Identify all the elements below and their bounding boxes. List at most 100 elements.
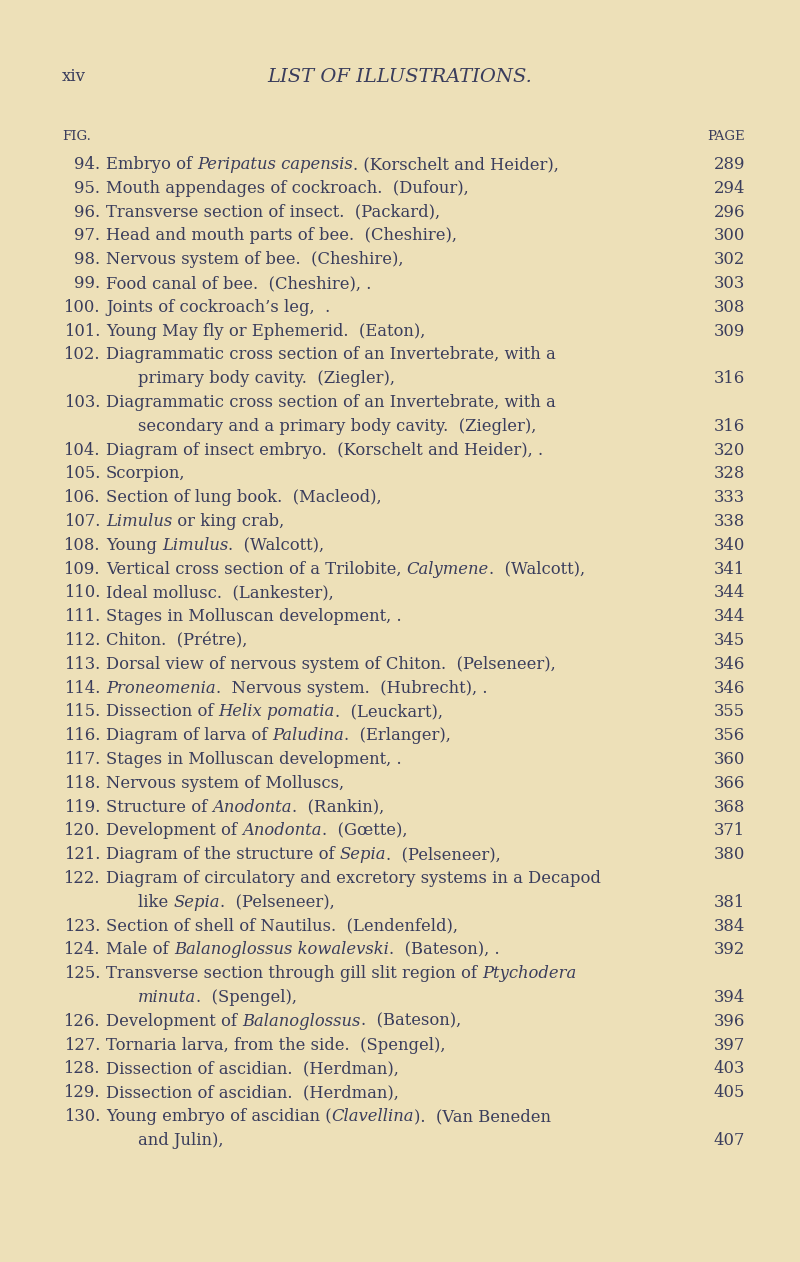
Text: 380: 380 bbox=[714, 847, 745, 863]
Text: Young May fly or Ephemerid.  (Eaton),: Young May fly or Ephemerid. (Eaton), bbox=[106, 323, 426, 339]
Text: 397: 397 bbox=[714, 1036, 745, 1054]
Text: 368: 368 bbox=[714, 799, 745, 815]
Text: LIST OF ILLUSTRATIONS.: LIST OF ILLUSTRATIONS. bbox=[267, 68, 533, 86]
Text: Stages in Molluscan development, .: Stages in Molluscan development, . bbox=[106, 608, 402, 625]
Text: .  (Walcott),: . (Walcott), bbox=[228, 536, 325, 554]
Text: 316: 316 bbox=[714, 418, 745, 435]
Text: 115.: 115. bbox=[64, 703, 100, 721]
Text: 320: 320 bbox=[714, 442, 745, 458]
Text: 107.: 107. bbox=[64, 512, 100, 530]
Text: 116.: 116. bbox=[64, 727, 100, 745]
Text: 308: 308 bbox=[714, 299, 745, 316]
Text: Limulus: Limulus bbox=[162, 536, 228, 554]
Text: 95.: 95. bbox=[74, 179, 100, 197]
Text: 300: 300 bbox=[714, 227, 745, 245]
Text: Nervous system of bee.  (Cheshire),: Nervous system of bee. (Cheshire), bbox=[106, 251, 403, 269]
Text: Diagram of the structure of: Diagram of the structure of bbox=[106, 847, 340, 863]
Text: 96.: 96. bbox=[74, 203, 100, 221]
Text: 344: 344 bbox=[714, 608, 745, 625]
Text: 309: 309 bbox=[714, 323, 745, 339]
Text: Vertical cross section of a Trilobite,: Vertical cross section of a Trilobite, bbox=[106, 560, 406, 578]
Text: 109.: 109. bbox=[63, 560, 100, 578]
Text: 333: 333 bbox=[714, 490, 745, 506]
Text: .  (Walcott),: . (Walcott), bbox=[489, 560, 585, 578]
Text: 108.: 108. bbox=[63, 536, 100, 554]
Text: 403: 403 bbox=[714, 1060, 745, 1078]
Text: 127.: 127. bbox=[64, 1036, 100, 1054]
Text: 122.: 122. bbox=[63, 870, 100, 887]
Text: Scorpion,: Scorpion, bbox=[106, 466, 186, 482]
Text: Dissection of: Dissection of bbox=[106, 703, 218, 721]
Text: 130.: 130. bbox=[64, 1108, 100, 1124]
Text: or king crab,: or king crab, bbox=[172, 512, 285, 530]
Text: 120.: 120. bbox=[63, 823, 100, 839]
Text: Transverse section of insect.  (Packard),: Transverse section of insect. (Packard), bbox=[106, 203, 440, 221]
Text: .  (Leuckart),: . (Leuckart), bbox=[335, 703, 443, 721]
Text: Section of shell of Nautilus.  (Lendenfeld),: Section of shell of Nautilus. (Lendenfel… bbox=[106, 917, 458, 935]
Text: .  (Pelseneer),: . (Pelseneer), bbox=[386, 847, 501, 863]
Text: Peripatus capensis: Peripatus capensis bbox=[198, 156, 353, 173]
Text: 289: 289 bbox=[714, 156, 745, 173]
Text: 124.: 124. bbox=[63, 941, 100, 958]
Text: 296: 296 bbox=[714, 203, 745, 221]
Text: 407: 407 bbox=[714, 1132, 745, 1148]
Text: Diagram of circulatory and excretory systems in a Decapod: Diagram of circulatory and excretory sys… bbox=[106, 870, 601, 887]
Text: 346: 346 bbox=[714, 680, 745, 697]
Text: Diagrammatic cross section of an Invertebrate, with a: Diagrammatic cross section of an Inverte… bbox=[106, 394, 556, 411]
Text: like: like bbox=[138, 893, 174, 911]
Text: 302: 302 bbox=[714, 251, 745, 269]
Text: Paludina: Paludina bbox=[273, 727, 344, 745]
Text: 125.: 125. bbox=[64, 965, 100, 982]
Text: 366: 366 bbox=[714, 775, 745, 791]
Text: .  (Pelseneer),: . (Pelseneer), bbox=[220, 893, 334, 911]
Text: 345: 345 bbox=[714, 632, 745, 649]
Text: Structure of: Structure of bbox=[106, 799, 213, 815]
Text: 341: 341 bbox=[714, 560, 745, 578]
Text: 294: 294 bbox=[714, 179, 745, 197]
Text: 101.: 101. bbox=[64, 323, 100, 339]
Text: .  (Erlanger),: . (Erlanger), bbox=[344, 727, 451, 745]
Text: Clavellina: Clavellina bbox=[332, 1108, 414, 1124]
Text: 102.: 102. bbox=[63, 346, 100, 363]
Text: 113.: 113. bbox=[64, 656, 100, 673]
Text: 114.: 114. bbox=[64, 680, 100, 697]
Text: 100.: 100. bbox=[63, 299, 100, 316]
Text: Dissection of ascidian.  (Herdman),: Dissection of ascidian. (Herdman), bbox=[106, 1084, 399, 1102]
Text: Sepia: Sepia bbox=[340, 847, 386, 863]
Text: Young embryo of ascidian (: Young embryo of ascidian ( bbox=[106, 1108, 332, 1124]
Text: 123.: 123. bbox=[64, 917, 100, 935]
Text: 344: 344 bbox=[714, 584, 745, 602]
Text: 405: 405 bbox=[714, 1084, 745, 1102]
Text: 119.: 119. bbox=[64, 799, 100, 815]
Text: 394: 394 bbox=[714, 989, 745, 1006]
Text: and Julin),: and Julin), bbox=[138, 1132, 223, 1148]
Text: 98.: 98. bbox=[74, 251, 100, 269]
Text: Dissection of ascidian.  (Herdman),: Dissection of ascidian. (Herdman), bbox=[106, 1060, 399, 1078]
Text: 392: 392 bbox=[714, 941, 745, 958]
Text: Calymene: Calymene bbox=[406, 560, 489, 578]
Text: 117.: 117. bbox=[64, 751, 100, 769]
Text: 381: 381 bbox=[714, 893, 745, 911]
Text: .  (Bateson),: . (Bateson), bbox=[361, 1013, 461, 1030]
Text: Balanoglossus: Balanoglossus bbox=[242, 1013, 361, 1030]
Text: xiv: xiv bbox=[62, 68, 86, 85]
Text: 105.: 105. bbox=[64, 466, 100, 482]
Text: Young: Young bbox=[106, 536, 162, 554]
Text: minuta: minuta bbox=[138, 989, 196, 1006]
Text: . (Korschelt and Heider),: . (Korschelt and Heider), bbox=[353, 156, 559, 173]
Text: Nervous system of Molluscs,: Nervous system of Molluscs, bbox=[106, 775, 344, 791]
Text: 118.: 118. bbox=[64, 775, 100, 791]
Text: Anodonta: Anodonta bbox=[213, 799, 292, 815]
Text: 338: 338 bbox=[714, 512, 745, 530]
Text: Sepia: Sepia bbox=[174, 893, 220, 911]
Text: Joints of cockroach’s leg,  .: Joints of cockroach’s leg, . bbox=[106, 299, 330, 316]
Text: Helix pomatia: Helix pomatia bbox=[218, 703, 335, 721]
Text: 396: 396 bbox=[714, 1013, 745, 1030]
Text: Ideal mollusc.  (Lankester),: Ideal mollusc. (Lankester), bbox=[106, 584, 334, 602]
Text: Food canal of bee.  (Cheshire), .: Food canal of bee. (Cheshire), . bbox=[106, 275, 371, 292]
Text: 355: 355 bbox=[714, 703, 745, 721]
Text: 328: 328 bbox=[714, 466, 745, 482]
Text: Dorsal view of nervous system of Chiton.  (Pelseneer),: Dorsal view of nervous system of Chiton.… bbox=[106, 656, 556, 673]
Text: Head and mouth parts of bee.  (Cheshire),: Head and mouth parts of bee. (Cheshire), bbox=[106, 227, 457, 245]
Text: 99.: 99. bbox=[74, 275, 100, 292]
